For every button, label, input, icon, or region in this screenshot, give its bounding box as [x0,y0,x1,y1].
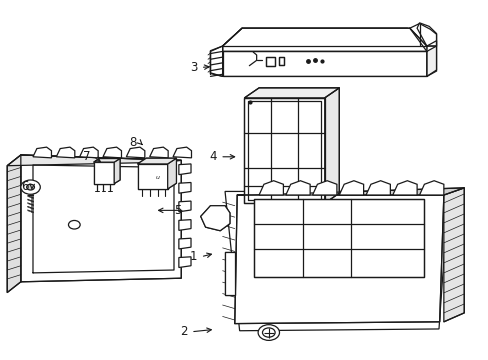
Polygon shape [103,147,121,158]
Polygon shape [237,188,463,195]
Polygon shape [94,162,114,184]
Text: 8: 8 [129,136,136,149]
Polygon shape [244,98,324,203]
Polygon shape [224,252,234,295]
Circle shape [262,328,275,337]
Circle shape [27,184,34,190]
Polygon shape [285,181,309,195]
Polygon shape [149,147,168,158]
Polygon shape [266,57,274,66]
Text: 3: 3 [189,61,197,74]
Circle shape [21,180,40,194]
Polygon shape [222,28,426,50]
Polygon shape [80,147,98,158]
Polygon shape [137,158,176,164]
Polygon shape [222,28,426,51]
Polygon shape [254,199,424,277]
Circle shape [68,220,80,229]
Text: u: u [156,175,160,180]
Polygon shape [56,147,75,158]
Polygon shape [126,147,144,158]
Polygon shape [7,155,21,293]
Polygon shape [222,51,426,76]
Circle shape [258,325,279,341]
Polygon shape [324,88,339,203]
Polygon shape [426,46,436,76]
Polygon shape [94,158,120,162]
Polygon shape [312,181,336,195]
Polygon shape [179,201,191,212]
Polygon shape [114,158,120,184]
Polygon shape [179,220,191,230]
Polygon shape [224,192,448,331]
Text: 1: 1 [189,250,197,263]
Polygon shape [339,181,363,195]
Text: 6: 6 [21,180,28,193]
Polygon shape [179,238,191,249]
Polygon shape [392,181,416,195]
Polygon shape [416,23,436,46]
Polygon shape [179,164,191,175]
Polygon shape [173,147,191,158]
Polygon shape [33,147,51,158]
Polygon shape [234,195,443,324]
Polygon shape [179,257,191,267]
Polygon shape [259,181,283,195]
Polygon shape [419,181,443,195]
Polygon shape [443,188,463,322]
Polygon shape [210,46,222,76]
Text: 2: 2 [180,325,187,338]
Polygon shape [7,155,181,166]
Polygon shape [179,183,191,193]
Polygon shape [201,206,229,231]
Text: 7: 7 [82,150,90,163]
Polygon shape [167,158,176,189]
Polygon shape [137,164,167,189]
Polygon shape [366,181,389,195]
Polygon shape [244,88,339,98]
Text: 4: 4 [209,150,216,163]
Polygon shape [21,155,181,282]
Text: 5: 5 [173,204,181,217]
Polygon shape [278,58,284,65]
